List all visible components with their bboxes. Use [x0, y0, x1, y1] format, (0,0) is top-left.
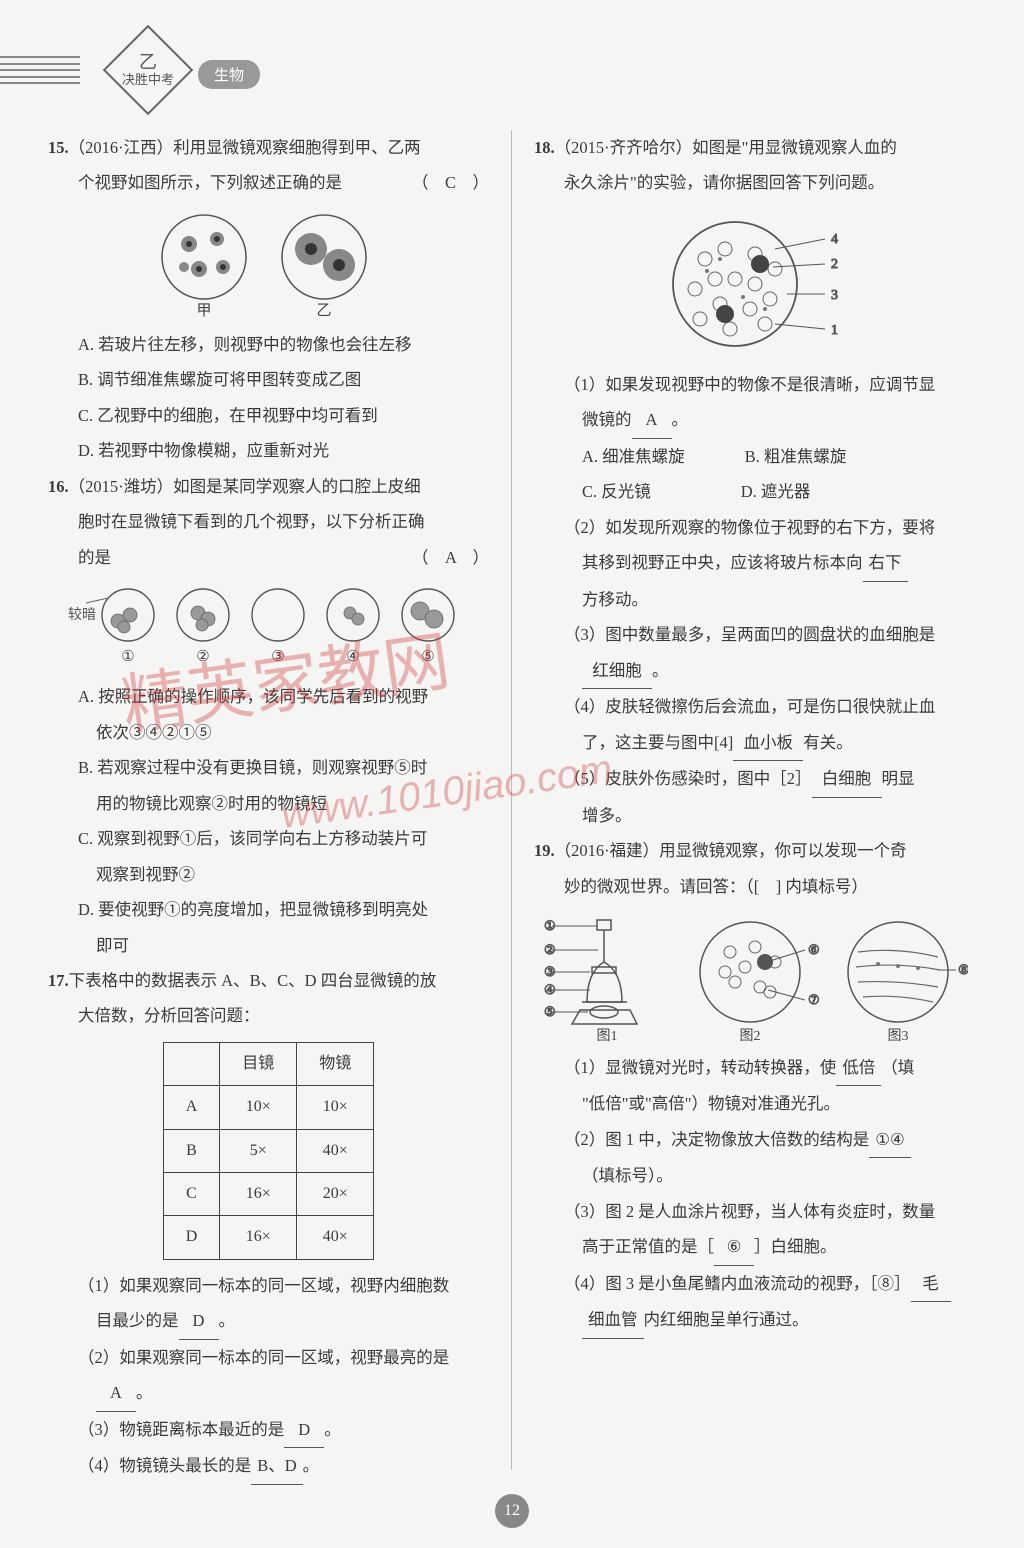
fig-caption-a: 甲 — [196, 303, 211, 319]
q17-num: 17. — [48, 971, 69, 990]
q15-optB: B. 调节细准焦螺旋可将甲图转变成乙图 — [48, 362, 489, 397]
svg-text:图1: 图1 — [597, 1029, 618, 1042]
svg-text:④: ④ — [346, 649, 359, 665]
q18-sub4: （4）皮肤轻微擦伤后会流血，可是伤口很快就止血 — [534, 689, 976, 724]
svg-text:2: 2 — [831, 257, 838, 272]
svg-text:⑦: ⑦ — [808, 992, 820, 1007]
svg-text:图2: 图2 — [740, 1029, 761, 1042]
q16-figure: 较暗 ① ② ③ ④ ⑤ — [48, 583, 489, 671]
q16-stem: 16.（2015·潍坊）如图是某同学观察人的口腔上皮细 — [48, 469, 489, 504]
svg-text:④: ④ — [544, 982, 556, 997]
fig-caption-b: 乙 — [316, 303, 331, 319]
svg-text:②: ② — [196, 649, 209, 665]
svg-text:⑧: ⑧ — [958, 962, 968, 977]
q19-ans4b: 细血管 — [582, 1302, 644, 1338]
q15-answer: （ C ） — [412, 165, 489, 200]
q17-table: 目镜 物镜 A10×10× B5×40× C16×20× D16×40× — [163, 1042, 375, 1260]
svg-text:①: ① — [544, 918, 556, 933]
q17-sub4: （4）物镜镜头最长的是B、D。 — [48, 1448, 489, 1484]
q18-optA: A. 细准焦螺旋 — [582, 439, 685, 474]
q19-sub2: （2）图 1 中，决定物像放大倍数的结构是①④ — [534, 1122, 976, 1158]
q15-num: 15. — [48, 138, 69, 157]
subject-pill: 生物 — [198, 60, 260, 89]
q16-answer: （ A ） — [412, 540, 489, 575]
q18-ans5: 白细胞 — [812, 761, 882, 797]
svg-text:较暗: 较暗 — [68, 607, 96, 623]
logo-top-char: 乙 — [118, 53, 178, 73]
q18-ans4: 血小板 — [733, 725, 803, 761]
svg-text:③: ③ — [544, 964, 556, 979]
q17-sub2: （2）如果观察同一标本的同一区域，视野最亮的是 — [48, 1340, 489, 1375]
q19-sub3: （3）图 2 是人血涂片视野，当人体有炎症时，数量 — [534, 1194, 976, 1229]
q16-optC1: C. 观察到视野①后，该同学向右上方移动装片可 — [48, 821, 489, 856]
q15-figure: 甲 乙 — [48, 209, 489, 319]
q19-ans4a: 毛 — [911, 1266, 951, 1302]
q17-sub1: （1）如果观察同一标本的同一区域，视野内细胞数 — [48, 1268, 489, 1303]
svg-text:1: 1 — [831, 323, 838, 338]
page-number: 12 — [495, 1494, 529, 1528]
svg-text:3: 3 — [831, 288, 838, 303]
q16-optA1: A. 按照正确的操作顺序，该同学先后看到的视野 — [48, 679, 489, 714]
q15-stem: 15.（2016·江西）利用显微镜观察细胞得到甲、乙两 — [48, 130, 489, 165]
q18-sub3: （3）图中数量最多，呈两面凹的圆盘状的血细胞是 — [534, 617, 976, 652]
q19-figure: ① ② ③ ④ ⑤ 图1 ⑥ ⑦ 图2 — [534, 912, 976, 1042]
q18-optC: C. 反光镜 — [582, 474, 651, 509]
q18-num: 18. — [534, 138, 555, 157]
q18-ans2: 右下 — [863, 545, 908, 581]
q18-sub5: （5）皮肤外伤感染时，图中［2］白细胞明显 — [534, 761, 976, 797]
q18-sub1: （1）如果发现视野中的物像不是很清晰，应调节显 — [534, 367, 976, 402]
q17-ans3: D — [284, 1412, 324, 1448]
logo-badge: 乙 决胜中考 — [104, 38, 192, 102]
svg-text:图3: 图3 — [888, 1029, 909, 1042]
q16-optD1: D. 要使视野①的亮度增加，把显微镜移到明亮处 — [48, 892, 489, 927]
q18-figure: 4 2 3 1 — [534, 209, 976, 359]
q16-optB1: B. 若观察过程中没有更换目镜，则观察视野⑤时 — [48, 750, 489, 785]
svg-text:②: ② — [544, 942, 556, 957]
logo-text: 决胜中考 — [118, 73, 178, 87]
q19-sub4: （4）图 3 是小鱼尾鳍内血液流动的视野，［⑧］毛 — [534, 1266, 976, 1302]
q19-stem: 19.（2016·福建）用显微镜观察，你可以发现一个奇 — [534, 833, 976, 868]
q17-sub3: （3）物镜距离标本最近的是D。 — [48, 1412, 489, 1448]
q16-num: 16. — [48, 477, 69, 496]
left-column: 15.（2016·江西）利用显微镜观察细胞得到甲、乙两 个视野如图所示，下列叙述… — [48, 130, 512, 1470]
svg-text:4: 4 — [831, 232, 838, 247]
svg-text:⑤: ⑤ — [544, 1004, 556, 1019]
q18-optB: B. 粗准焦螺旋 — [745, 439, 847, 474]
q19-num: 19. — [534, 841, 555, 860]
svg-text:⑤: ⑤ — [421, 649, 434, 665]
q18-ans3: 红细胞 — [582, 653, 652, 689]
q17-ans2: A — [96, 1375, 136, 1411]
q18-sub2: （2）如发现所观察的物像位于视野的右下方，要将 — [534, 510, 976, 545]
q18-ans1: A — [632, 402, 672, 438]
q17-ans4: B、D — [251, 1448, 302, 1484]
page-header: 乙 决胜中考 生物 — [48, 38, 976, 112]
svg-text:⑥: ⑥ — [808, 942, 820, 957]
q17-ans1: D — [179, 1303, 219, 1339]
q19-sub1: （1）显微镜对光时，转动转换器，使低倍（填 — [534, 1050, 976, 1086]
svg-text:③: ③ — [271, 649, 284, 665]
q18-stem: 18.（2015·齐齐哈尔）如图是"用显微镜观察人血的 — [534, 130, 976, 165]
right-column: 18.（2015·齐齐哈尔）如图是"用显微镜观察人血的 永久涂片"的实验，请你据… — [512, 130, 976, 1470]
q19-ans2: ①④ — [869, 1122, 911, 1158]
svg-text:①: ① — [121, 649, 134, 665]
q15-optC: C. 乙视野中的细胞，在甲视野中均可看到 — [48, 398, 489, 433]
q18-optD: D. 遮光器 — [741, 474, 811, 509]
q17-stem: 17.下表格中的数据表示 A、B、C、D 四台显微镜的放 — [48, 963, 489, 998]
q15-optD: D. 若视野中物像模糊，应重新对光 — [48, 433, 489, 468]
q15-optA: A. 若玻片往左移，则视野中的物像也会往左移 — [48, 327, 489, 362]
q19-ans1: 低倍 — [836, 1050, 881, 1086]
decorative-stripes — [0, 56, 80, 84]
q19-ans3: ⑥ — [714, 1229, 754, 1265]
